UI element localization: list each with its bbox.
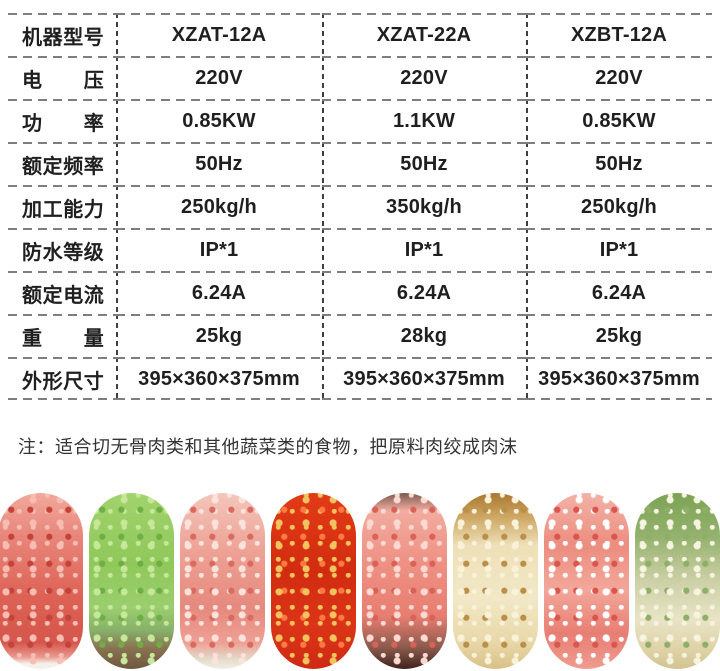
table-row: 额定电流 6.24A 6.24A 6.24A: [8, 271, 712, 314]
spec-value: 6.24A: [526, 271, 712, 314]
spec-label: 防水等级: [8, 228, 116, 271]
table-row: 防水等级 IP*1 IP*1 IP*1: [8, 228, 712, 271]
food-image-chopped-celery: [89, 493, 174, 669]
spec-label: 额定电流: [8, 271, 116, 314]
table-row: 外形尺寸 395×360×375mm 395×360×375mm 395×360…: [8, 357, 712, 400]
food-image-minced-pork-in-pan: [362, 493, 447, 669]
spec-label: 外形尺寸: [8, 357, 116, 400]
table-row: 额定频率 50Hz 50Hz 50Hz: [8, 142, 712, 185]
table-row: 电压 220V 220V 220V: [8, 56, 712, 99]
table-row: 加工能力 250kg/h 350kg/h 250kg/h: [8, 185, 712, 228]
spec-value: 28kg: [322, 314, 526, 357]
spec-value: 25kg: [116, 314, 322, 357]
spec-value: 220V: [526, 56, 712, 99]
spec-value: 350kg/h: [322, 185, 526, 228]
spec-label: 加工能力: [8, 185, 116, 228]
spec-label: 额定频率: [8, 142, 116, 185]
spec-value: IP*1: [526, 228, 712, 271]
food-image-minced-pork-fat: [544, 493, 629, 669]
spec-value: 395×360×375mm: [116, 357, 322, 400]
spec-value: 250kg/h: [526, 185, 712, 228]
spec-value: XZAT-22A: [322, 13, 526, 56]
table-row: 重量 25kg 28kg 25kg: [8, 314, 712, 357]
spec-value: 0.85KW: [116, 99, 322, 142]
spec-value: 1.1KW: [322, 99, 526, 142]
food-image-minced-red-meat: [0, 493, 83, 669]
spec-value: 220V: [116, 56, 322, 99]
spec-label: 电压: [8, 56, 116, 99]
spec-value: IP*1: [322, 228, 526, 271]
spec-table: 机器型号 XZAT-12A XZAT-22A XZBT-12A 电压 220V …: [8, 13, 712, 400]
table-row: 功率 0.85KW 1.1KW 0.85KW: [8, 99, 712, 142]
spec-value: XZBT-12A: [526, 13, 712, 56]
food-image-minced-shrimp-meat: [180, 493, 265, 669]
table-row: 机器型号 XZAT-12A XZAT-22A XZBT-12A: [8, 13, 712, 56]
food-image-chopped-red-chili: [271, 493, 356, 669]
note-text: 注：适合切无骨肉类和其他蔬菜类的食物，把原料肉绞成肉沫: [18, 437, 518, 457]
spec-value: 6.24A: [322, 271, 526, 314]
spec-value: 6.24A: [116, 271, 322, 314]
spec-value: 395×360×375mm: [322, 357, 526, 400]
spec-value: 250kg/h: [116, 185, 322, 228]
spec-label: 机器型号: [8, 13, 116, 56]
food-image-strip: [0, 493, 720, 669]
spec-label: 重量: [8, 314, 116, 357]
spec-label: 功率: [8, 99, 116, 142]
spec-value: 50Hz: [116, 142, 322, 185]
spec-value: 50Hz: [526, 142, 712, 185]
spec-value: 0.85KW: [526, 99, 712, 142]
spec-value: IP*1: [116, 228, 322, 271]
food-image-minced-garlic-pickle: [453, 493, 538, 669]
spec-value: 395×360×375mm: [526, 357, 712, 400]
spec-value: 220V: [322, 56, 526, 99]
spec-value: 50Hz: [322, 142, 526, 185]
spec-value: XZAT-12A: [116, 13, 322, 56]
spec-value: 25kg: [526, 314, 712, 357]
food-image-chopped-onion-celery: [635, 493, 720, 669]
